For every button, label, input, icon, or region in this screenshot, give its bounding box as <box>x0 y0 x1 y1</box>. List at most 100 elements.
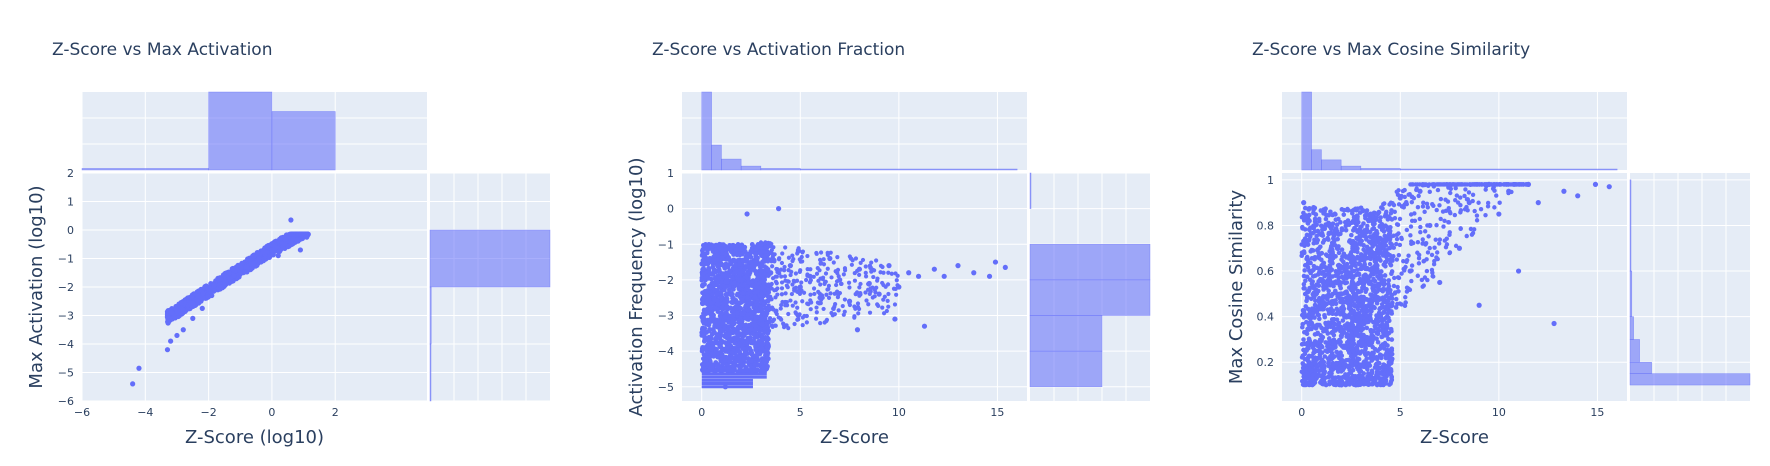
data-point <box>741 356 746 362</box>
data-point <box>906 270 912 276</box>
data-point <box>209 292 215 299</box>
data-point <box>1357 363 1363 369</box>
data-point <box>218 276 224 282</box>
y-tick-label: 1 <box>67 196 74 209</box>
data-point <box>760 285 765 291</box>
data-point <box>768 307 773 312</box>
data-point <box>1302 263 1308 268</box>
data-point <box>136 365 142 371</box>
data-point <box>836 308 841 313</box>
data-point <box>763 253 768 258</box>
data-point <box>1375 339 1381 345</box>
data-point <box>894 278 899 283</box>
data-point <box>739 318 745 324</box>
data-point <box>1365 362 1371 368</box>
data-point <box>1333 279 1339 284</box>
data-point <box>717 327 723 332</box>
data-point <box>1305 380 1311 386</box>
data-point <box>866 302 871 307</box>
data-point <box>255 250 261 256</box>
x-histogram-bar <box>800 168 1018 171</box>
data-point <box>1312 216 1318 222</box>
data-point <box>816 289 821 294</box>
data-point <box>759 264 764 269</box>
data-point <box>1354 267 1360 272</box>
data-point <box>747 288 753 294</box>
data-point <box>758 304 763 310</box>
data-point <box>1389 351 1395 357</box>
data-point <box>1375 274 1380 279</box>
data-point <box>878 263 884 268</box>
data-point <box>1326 340 1332 346</box>
data-point <box>1333 288 1338 294</box>
data-point <box>1433 237 1438 242</box>
data-point <box>709 340 715 346</box>
data-point <box>1497 200 1502 205</box>
data-point <box>722 265 728 271</box>
y-histogram-bar <box>1629 361 1652 374</box>
data-point <box>800 322 805 328</box>
data-point <box>1318 373 1324 379</box>
data-point <box>1316 283 1322 288</box>
data-point <box>1427 245 1432 251</box>
y-histogram-bar <box>429 229 551 288</box>
data-point <box>915 273 922 279</box>
data-point <box>732 335 738 341</box>
data-point <box>821 262 827 267</box>
data-point <box>211 282 217 289</box>
data-point <box>886 304 891 309</box>
data-point <box>1389 269 1395 274</box>
data-point <box>1366 267 1372 272</box>
chart-title: Z-Score vs Activation Fraction <box>652 40 905 60</box>
data-point <box>1322 273 1327 279</box>
data-point <box>1483 212 1488 218</box>
data-point <box>304 234 310 240</box>
data-point <box>729 320 734 326</box>
data-point <box>714 301 720 307</box>
data-point <box>1302 268 1307 273</box>
data-point <box>761 281 766 286</box>
data-point <box>281 241 288 247</box>
data-point <box>231 273 237 279</box>
y-tick-label: 0 <box>667 203 674 216</box>
data-point <box>1304 348 1309 353</box>
y-tick-label: −1 <box>658 238 674 251</box>
data-point <box>705 337 711 342</box>
data-point <box>814 250 819 256</box>
data-point <box>1339 332 1345 338</box>
data-point <box>1376 381 1382 386</box>
data-point <box>782 274 788 279</box>
data-point <box>1364 319 1370 325</box>
data-point <box>1304 356 1309 362</box>
data-point <box>1316 246 1322 251</box>
x-histogram-bar <box>208 91 273 171</box>
data-point <box>1319 263 1324 269</box>
data-point <box>1303 304 1309 309</box>
data-point <box>174 332 180 339</box>
data-point <box>703 357 709 363</box>
data-point <box>1299 342 1305 347</box>
y-histogram-bar <box>1629 373 1751 386</box>
data-point <box>243 264 250 270</box>
data-point <box>704 256 710 262</box>
data-point <box>1331 332 1337 338</box>
data-point <box>889 271 894 276</box>
data-point <box>874 258 879 263</box>
data-point <box>971 270 977 276</box>
data-point <box>828 250 833 255</box>
data-point <box>816 278 821 283</box>
data-point <box>1363 215 1368 221</box>
data-point <box>1339 247 1345 252</box>
data-point <box>718 357 724 363</box>
data-point <box>1313 288 1319 294</box>
data-point <box>1338 219 1343 225</box>
data-point <box>795 317 800 322</box>
data-point <box>776 206 782 212</box>
data-point <box>753 262 758 267</box>
data-point <box>1334 270 1340 276</box>
data-point <box>775 266 780 272</box>
data-point <box>1315 237 1321 243</box>
data-point <box>1308 249 1314 254</box>
data-point <box>1305 294 1310 300</box>
x-histogram-bar <box>1311 149 1322 171</box>
